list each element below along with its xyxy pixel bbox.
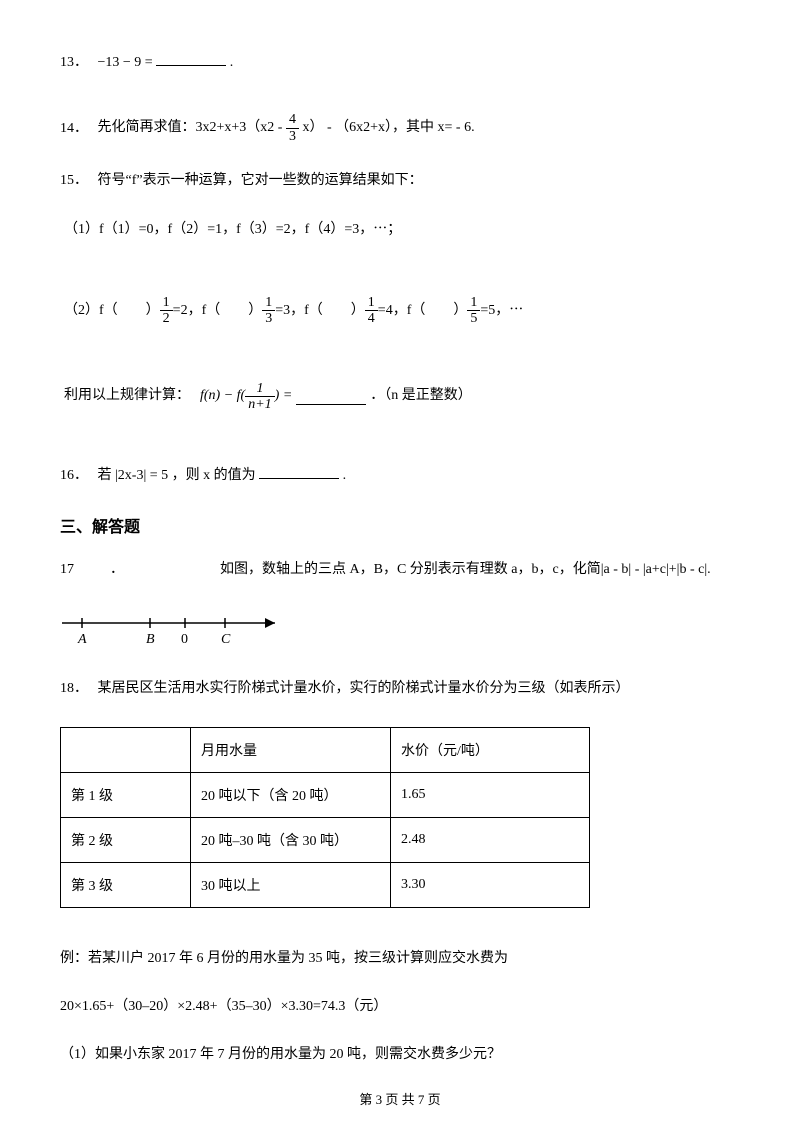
- q15-f2: 13: [262, 295, 275, 327]
- q18-example-2: 20×1.65+（30–20）×2.48+（35–30）×3.30=74.3（元…: [60, 996, 740, 1018]
- r1-level: 第 1 级: [61, 772, 191, 817]
- r2-usage: 20 吨–30 吨（含 30 吨）: [191, 817, 391, 862]
- table-row-header: 月用水量 水价（元/吨）: [61, 727, 590, 772]
- q15-2c: =3，f（ ）: [275, 300, 365, 322]
- q17-number: 17: [60, 559, 110, 581]
- q15-2b: =2，f（ ）: [173, 300, 263, 322]
- q16-pre: 若: [98, 468, 112, 483]
- q15-calc-fn: f(n) − f(: [200, 385, 245, 407]
- question-13: 13． −13 − 9 = .: [60, 50, 740, 74]
- q16-number: 16．: [60, 468, 88, 483]
- q15-calc-frac-n: 1: [245, 381, 274, 397]
- q15-number: 15．: [60, 173, 88, 188]
- r2-level: 第 2 级: [61, 817, 191, 862]
- axis-label-0: 0: [181, 632, 188, 647]
- q15-line1: （1）f（1）=0，f（2）=1，f（3）=2，f（4）=3，⋯；: [60, 219, 740, 241]
- q13-expr: −13 − 9 =: [98, 55, 153, 70]
- q18-example-1: 例：若某川户 2017 年 6 月份的用水量为 35 吨，按三级计算则应交水费为: [60, 948, 740, 970]
- q13-period: .: [230, 55, 234, 70]
- q15-f1: 12: [160, 295, 173, 327]
- q14-frac-num: 4: [286, 112, 299, 128]
- q15-blank[interactable]: [296, 389, 366, 405]
- number-line-diagram: A B 0 C: [60, 613, 290, 649]
- axis-label-a: A: [77, 632, 87, 647]
- hdr-usage: 月用水量: [191, 727, 391, 772]
- r2-price: 2.48: [391, 817, 590, 862]
- q15-calc-close: ) =: [275, 385, 293, 407]
- axis-label-c: C: [221, 632, 231, 647]
- q15-calc-frac-d: n+1: [245, 397, 274, 412]
- q13-blank[interactable]: [156, 50, 226, 66]
- q15-f3: 14: [365, 295, 378, 327]
- table-row: 第 1 级 20 吨以下（含 20 吨） 1.65: [61, 772, 590, 817]
- q14-number: 14．: [60, 121, 88, 136]
- q17-dot: ．: [110, 559, 220, 581]
- q15-2a: （2）f（ ）: [64, 300, 160, 322]
- q15-intro: 符号“f”表示一种运算，它对一些数的运算结果如下：: [98, 173, 423, 188]
- r3-level: 第 3 级: [61, 862, 191, 907]
- hdr-blank: [61, 727, 191, 772]
- q14-text-a: 先化简再求值：3x2+x+3（x2 -: [98, 121, 286, 136]
- r3-price: 3.30: [391, 862, 590, 907]
- question-17: 17 ． 如图，数轴上的三点 A，B，C 分别表示有理数 a，b，c，化简|a …: [60, 559, 740, 581]
- q14-fraction: 4 3: [286, 112, 299, 144]
- page-footer: 第 3 页 共 7 页: [60, 1089, 740, 1108]
- axis-label-b: B: [146, 632, 155, 647]
- q14-frac-den: 3: [286, 129, 299, 144]
- q18-sub1: （1）如果小东家 2017 年 7 月份的用水量为 20 吨，则需交水费多少元？: [60, 1044, 740, 1066]
- question-15: 15． 符号“f”表示一种运算，它对一些数的运算结果如下：: [60, 170, 740, 192]
- q14-text-b: x） - （6x2+x），其中 x= - 6.: [302, 121, 474, 136]
- r1-usage: 20 吨以下（含 20 吨）: [191, 772, 391, 817]
- q18-number: 18．: [60, 681, 88, 696]
- table-row: 第 3 级 30 吨以上 3.30: [61, 862, 590, 907]
- q15-calc-tail: ．（n 是正整数）: [370, 385, 472, 407]
- q15-calc: 利用以上规律计算： f(n) − f( 1 n+1 ) = ．（n 是正整数）: [60, 381, 472, 413]
- q17-text: 如图，数轴上的三点 A，B，C 分别表示有理数 a，b，c，化简|a - b| …: [220, 559, 711, 581]
- q15-line2: （2）f（ ） 12 =2，f（ ） 13 =3，f（ ） 14 =4，f（ ）…: [60, 295, 523, 327]
- r1-price: 1.65: [391, 772, 590, 817]
- hdr-price: 水价（元/吨）: [391, 727, 590, 772]
- table-row: 第 2 级 20 吨–30 吨（含 30 吨） 2.48: [61, 817, 590, 862]
- question-16: 16． 若 |2x-3| = 5 ，则 x 的值为 .: [60, 463, 740, 487]
- section-3-title: 三、解答题: [60, 513, 740, 537]
- q18-intro: 某居民区生活用水实行阶梯式计量水价，实行的阶梯式计量水价分为三级（如表所示）: [98, 681, 630, 696]
- q15-2d: =4，f（ ）: [378, 300, 468, 322]
- q16-post: ，则 x 的值为: [172, 468, 256, 483]
- q15-2e: =5，⋯: [480, 300, 523, 322]
- r3-usage: 30 吨以上: [191, 862, 391, 907]
- q16-abs: |2x-3| = 5: [115, 468, 168, 483]
- q13-number: 13．: [60, 55, 88, 70]
- question-18: 18． 某居民区生活用水实行阶梯式计量水价，实行的阶梯式计量水价分为三级（如表所…: [60, 678, 740, 700]
- q15-calc-a: 利用以上规律计算：: [64, 385, 190, 407]
- q16-blank[interactable]: [259, 463, 339, 479]
- water-price-table: 月用水量 水价（元/吨） 第 1 级 20 吨以下（含 20 吨） 1.65 第…: [60, 727, 590, 908]
- q15-f4: 15: [467, 295, 480, 327]
- q15-calc-frac: 1 n+1: [245, 381, 274, 413]
- q16-period: .: [343, 468, 347, 483]
- question-14: 14． 先化简再求值：3x2+x+3（x2 - 4 3 x） - （6x2+x）…: [60, 112, 740, 144]
